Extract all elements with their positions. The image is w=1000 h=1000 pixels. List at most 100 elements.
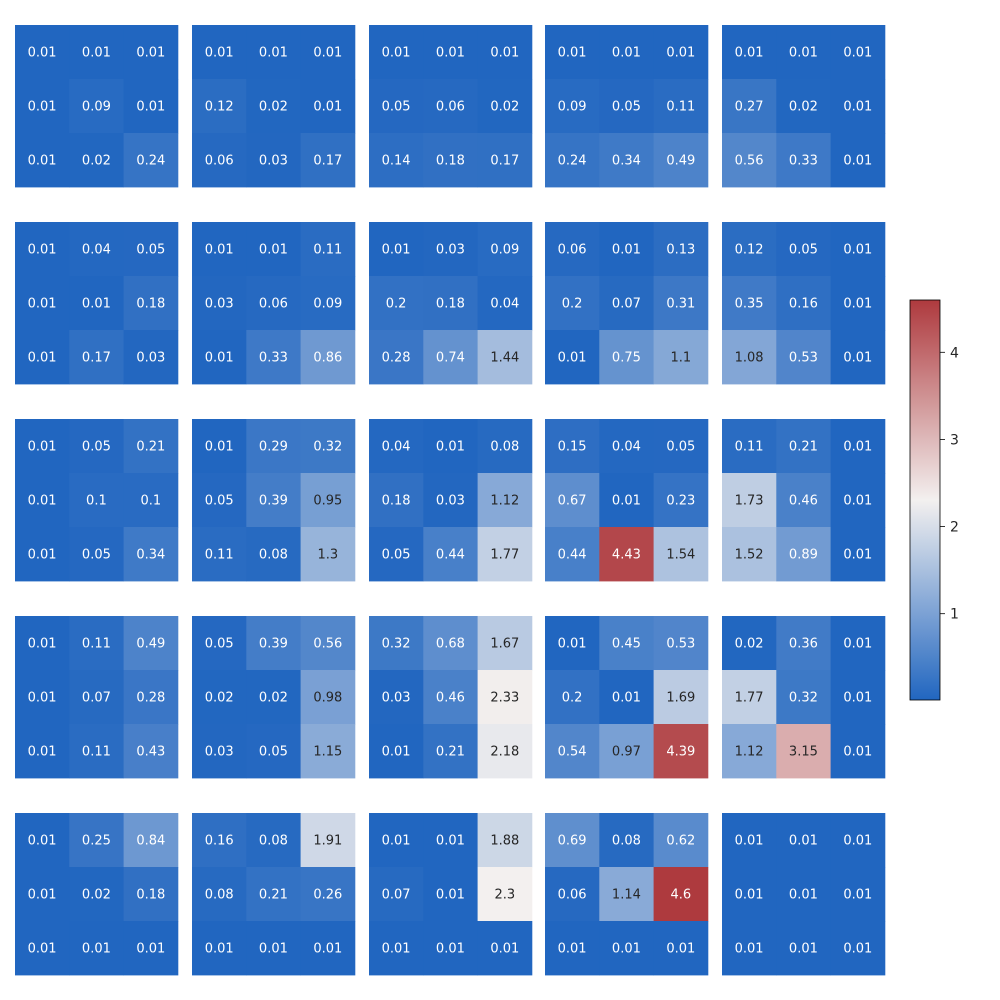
- heatmap-cell: [300, 79, 356, 134]
- heatmap-cell: [15, 867, 70, 922]
- heatmap-cell: [15, 419, 70, 474]
- heatmap-cell: [192, 616, 247, 671]
- heatmap-cell: [477, 330, 533, 385]
- heatmap-cell: [477, 25, 533, 80]
- heatmap-cell: [123, 79, 179, 134]
- cell-value-label: 0.06: [436, 100, 465, 115]
- cell-value-label: 0.68: [436, 637, 465, 652]
- cell-value-label: 0.11: [735, 440, 764, 455]
- cell-value-label: 0.53: [666, 637, 695, 652]
- heatmap-cell: [69, 527, 124, 582]
- cell-value-label: 0.18: [136, 888, 165, 903]
- cell-value-label: 0.01: [789, 942, 818, 957]
- cell-value-label: 0.04: [382, 440, 411, 455]
- heatmap-cell: [545, 813, 600, 868]
- cell-value-label: 0.25: [82, 834, 111, 849]
- cell-value-label: 0.01: [205, 440, 234, 455]
- cell-value-label: 0.01: [843, 691, 872, 706]
- cell-value-label: 0.01: [558, 942, 587, 957]
- heatmap-cell: [776, 921, 831, 976]
- heatmap-cell: [15, 276, 70, 331]
- heatmap-cell: [123, 921, 179, 976]
- heatmap-cell: [69, 724, 124, 779]
- cell-value-label: 0.01: [612, 494, 641, 509]
- heatmap-cell: [722, 473, 777, 528]
- heatmap-cell: [830, 813, 886, 868]
- heatmap-cell: [15, 330, 70, 385]
- cell-value-label: 0.26: [313, 888, 342, 903]
- heatmap-cell: [722, 670, 777, 725]
- colorbar-tick-label: 3: [950, 432, 959, 448]
- heatmap-panel: 0.12 0.05 0.01 0.35 0.16 0.01 1.08 0.53 0.01: [722, 222, 886, 385]
- heatmap-cell: [722, 921, 777, 976]
- heatmap-cell: [423, 921, 478, 976]
- heatmap-panel: 0.01 0.01 0.11 0.03 0.06 0.09 0.01 0.33 0.86: [192, 222, 356, 385]
- cell-value-label: 0.17: [313, 154, 342, 169]
- cell-value-label: 0.05: [259, 745, 288, 760]
- heatmap-cell: [599, 867, 654, 922]
- heatmap-cell: [69, 330, 124, 385]
- cell-value-label: 0.01: [28, 154, 57, 169]
- heatmap-cell: [830, 222, 886, 277]
- heatmap-cell: [477, 79, 533, 134]
- heatmap-cell: [369, 330, 424, 385]
- heatmap-cell: [15, 813, 70, 868]
- heatmap-cell: [123, 222, 179, 277]
- heatmap-cell: [192, 25, 247, 80]
- cell-value-label: 1.44: [490, 351, 519, 366]
- cell-value-label: 0.01: [843, 100, 872, 115]
- heatmap-cell: [776, 527, 831, 582]
- cell-value-label: 0.01: [735, 942, 764, 957]
- heatmap-cell: [369, 616, 424, 671]
- heatmap-panel: 0.01 0.05 0.21 0.01 0.1 0.1 0.01 0.05 0.34: [15, 419, 179, 582]
- heatmap-cell: [15, 133, 70, 188]
- cell-value-label: 2.33: [490, 691, 519, 706]
- cell-value-label: 0.02: [789, 100, 818, 115]
- cell-value-label: 0.44: [436, 548, 465, 563]
- cell-value-label: 0.05: [136, 243, 165, 258]
- cell-value-label: 1.52: [735, 548, 764, 563]
- heatmap-cell: [722, 527, 777, 582]
- colorbar-tick-label: 1: [950, 607, 959, 623]
- cell-value-label: 0.01: [735, 46, 764, 61]
- heatmap-cell: [300, 25, 356, 80]
- heatmap-cell: [300, 133, 356, 188]
- heatmap-cell: [123, 724, 179, 779]
- heatmap-cell: [423, 222, 478, 277]
- cell-value-label: 0.03: [205, 745, 234, 760]
- cell-value-label: 0.84: [136, 834, 165, 849]
- heatmap-cell: [599, 473, 654, 528]
- heatmap-cell: [300, 867, 356, 922]
- cell-value-label: 0.01: [436, 46, 465, 61]
- heatmap-cell: [123, 473, 179, 528]
- heatmap-cell: [477, 867, 533, 922]
- cell-value-label: 0.01: [28, 834, 57, 849]
- heatmap-cell: [722, 616, 777, 671]
- cell-value-label: 0.01: [205, 351, 234, 366]
- cell-value-label: 0.02: [259, 100, 288, 115]
- heatmap-cell: [776, 616, 831, 671]
- heatmap-cell: [123, 813, 179, 868]
- heatmap-cell: [423, 813, 478, 868]
- cell-value-label: 0.05: [205, 494, 234, 509]
- heatmap-cell: [123, 25, 179, 80]
- heatmap-cell: [722, 330, 777, 385]
- heatmap-cell: [653, 473, 709, 528]
- cell-value-label: 0.32: [382, 637, 411, 652]
- heatmap-cell: [15, 79, 70, 134]
- heatmap-cell: [423, 724, 478, 779]
- cell-value-label: 0.01: [843, 297, 872, 312]
- cell-value-label: 0.05: [382, 548, 411, 563]
- cell-value-label: 0.32: [789, 691, 818, 706]
- heatmap-cell: [369, 79, 424, 134]
- heatmap-cell: [776, 724, 831, 779]
- heatmap-cell: [477, 473, 533, 528]
- heatmap-cell: [15, 527, 70, 582]
- heatmap-cell: [722, 276, 777, 331]
- heatmap-panel: 0.69 0.08 0.62 0.06 1.14 4.6 0.01 0.01 0.01: [545, 813, 709, 976]
- cell-value-label: 0.01: [666, 942, 695, 957]
- heatmap-cell: [300, 527, 356, 582]
- cell-value-label: 0.14: [382, 154, 411, 169]
- cell-value-label: 0.18: [382, 494, 411, 509]
- heatmap-cell: [69, 419, 124, 474]
